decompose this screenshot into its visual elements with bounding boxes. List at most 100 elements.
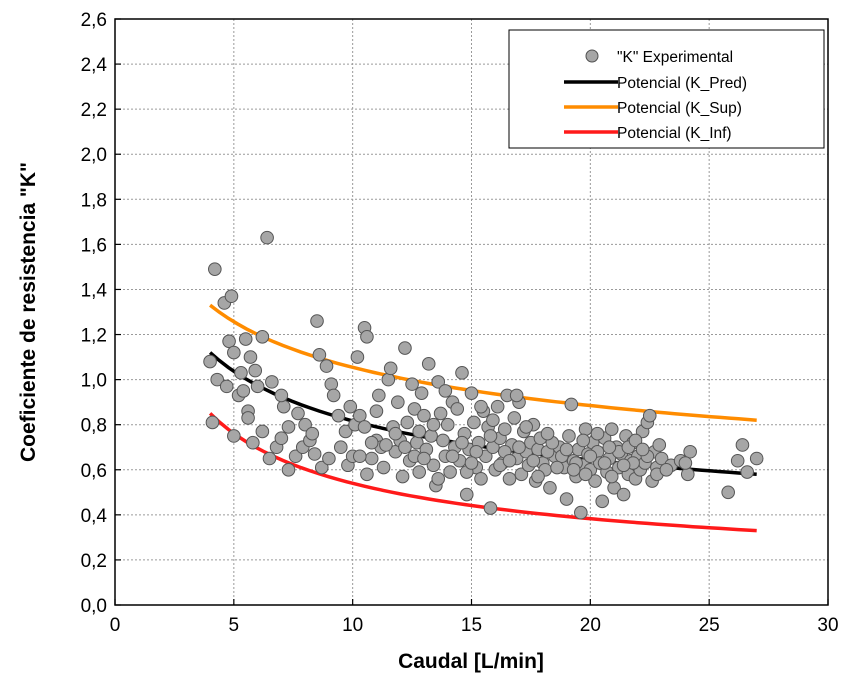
scatter-points	[203, 230, 764, 520]
data-point	[291, 406, 305, 421]
data-point	[514, 467, 529, 482]
data-point	[543, 481, 557, 495]
data-point	[379, 438, 393, 452]
data-point	[260, 230, 274, 245]
data-point	[604, 422, 619, 437]
data-point	[654, 451, 669, 466]
data-point	[576, 433, 591, 448]
data-point	[250, 379, 265, 394]
data-point	[559, 492, 574, 506]
data-point	[369, 404, 384, 418]
y-tick-label: 0,6	[81, 461, 107, 482]
data-point	[274, 388, 289, 403]
data-point	[203, 354, 217, 369]
data-point	[597, 456, 612, 470]
data-point	[550, 460, 564, 475]
data-point	[407, 402, 422, 416]
data-point	[360, 467, 374, 482]
x-axis-title: Caudal [L/min]	[398, 650, 544, 673]
y-tick-label: 2,4	[81, 55, 108, 76]
data-point	[595, 494, 610, 509]
x-tick-label: 15	[461, 615, 482, 636]
data-point	[412, 465, 427, 479]
data-point	[459, 487, 474, 502]
data-point	[305, 426, 320, 441]
data-point	[474, 399, 488, 414]
data-point	[436, 433, 450, 448]
data-point	[512, 440, 526, 455]
data-point	[635, 442, 650, 457]
data-point	[395, 469, 410, 484]
legend-label-k-inf: Potencial (K_Inf)	[617, 125, 732, 142]
data-point	[405, 377, 419, 391]
data-point	[590, 426, 605, 441]
data-point	[616, 458, 631, 473]
data-point	[604, 469, 619, 484]
data-point	[421, 357, 436, 371]
data-point	[312, 348, 327, 362]
data-point	[531, 469, 545, 484]
data-point	[205, 415, 220, 430]
data-point	[455, 435, 469, 450]
data-point	[274, 431, 289, 446]
y-tick-label: 1,2	[81, 326, 107, 347]
y-tick-label: 2,2	[81, 100, 107, 121]
data-point	[426, 458, 441, 473]
data-point	[438, 384, 453, 398]
y-tick-label: 0,0	[81, 596, 107, 617]
y-tick-label: 2,0	[81, 145, 107, 166]
data-point	[683, 444, 697, 459]
data-point	[208, 262, 222, 276]
data-point	[490, 399, 505, 414]
data-point	[352, 408, 367, 423]
data-point	[360, 329, 374, 344]
y-tick-label: 2,6	[81, 10, 107, 31]
data-point	[265, 375, 279, 389]
trend-line-2	[209, 303, 757, 422]
data-point	[227, 345, 241, 360]
data-point	[426, 417, 441, 432]
x-tick-label: 10	[342, 615, 363, 636]
data-point	[331, 408, 346, 423]
data-point	[234, 366, 248, 380]
data-point	[376, 460, 391, 475]
data-point	[281, 462, 296, 477]
x-tick-label: 30	[817, 615, 838, 636]
data-point	[227, 429, 241, 443]
legend-marker-experimental	[585, 49, 599, 63]
data-point	[445, 449, 460, 464]
y-ticks: 0,0 0,2 0,4 0,6 0,8 1,0 1,2 1,4 1,6 1,8 2,0 2,2 2,4 2…	[81, 10, 121, 617]
legend-box	[508, 29, 825, 149]
data-point	[262, 451, 277, 466]
y-tick-label: 1,0	[81, 371, 107, 392]
data-point	[564, 397, 579, 412]
data-point	[502, 471, 517, 486]
data-point	[398, 341, 412, 355]
data-point	[483, 429, 498, 443]
data-point	[343, 399, 358, 414]
data-point	[519, 420, 533, 434]
y-tick-label: 0,4	[81, 506, 108, 527]
data-point	[502, 453, 517, 468]
data-point	[417, 408, 431, 423]
data-point	[464, 386, 479, 400]
data-point	[455, 366, 469, 380]
data-point	[443, 465, 457, 479]
data-point	[559, 442, 574, 457]
data-point	[288, 449, 303, 464]
data-point	[486, 413, 500, 427]
trend-line-3	[208, 412, 757, 533]
data-point	[381, 372, 396, 387]
data-point	[721, 485, 735, 500]
data-point	[749, 451, 764, 466]
data-point	[322, 451, 336, 466]
data-point	[338, 424, 353, 439]
data-point	[236, 384, 251, 398]
data-point	[497, 422, 512, 437]
data-point	[509, 388, 524, 403]
x-tick-label: 20	[580, 615, 601, 636]
data-point	[222, 334, 236, 349]
data-point	[469, 444, 484, 459]
data-point	[400, 415, 415, 430]
